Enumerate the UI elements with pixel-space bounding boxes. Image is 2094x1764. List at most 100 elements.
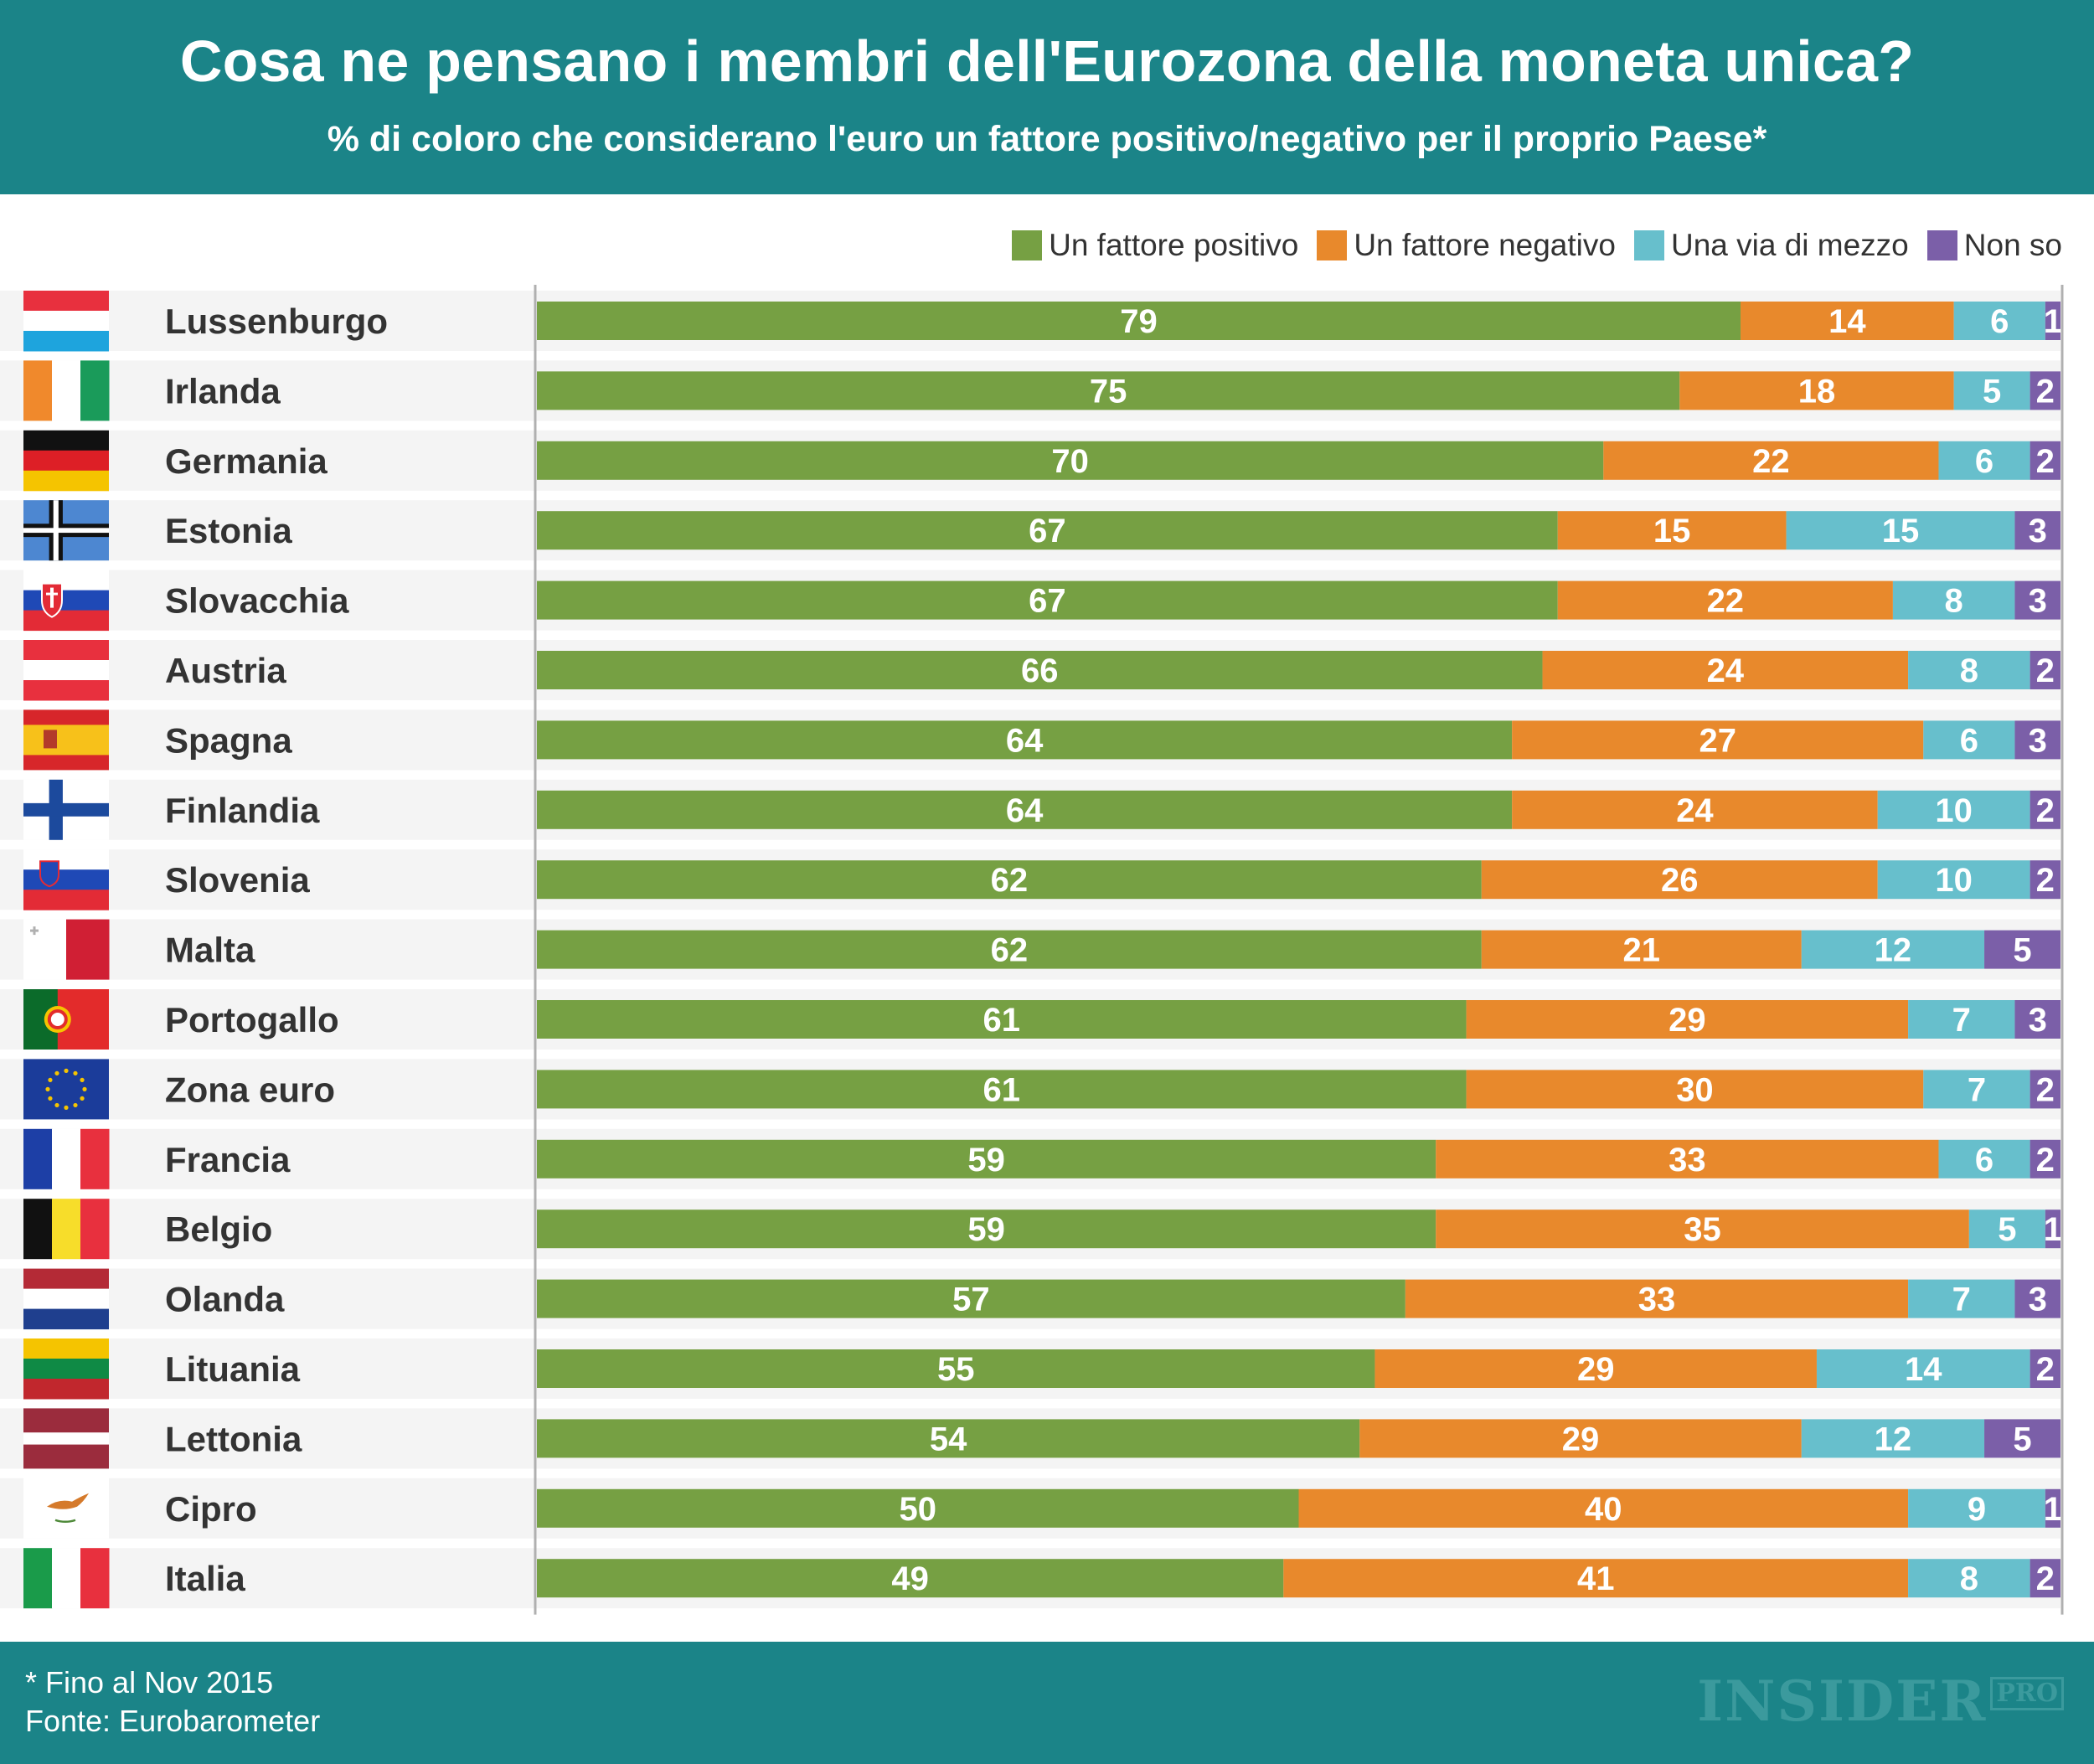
country-label: Germania: [165, 441, 328, 481]
bar-segment: [1908, 1279, 2015, 1318]
bar-segment: [1877, 790, 2030, 829]
country-label: Estonia: [165, 511, 292, 550]
chart-row: Finlandia 64 24 10 2: [0, 779, 2060, 840]
bar-segment: [1557, 511, 1787, 550]
bar-segment: [1741, 302, 1954, 340]
country-label: Lettonia: [165, 1419, 302, 1458]
country-label: Lituania: [165, 1349, 301, 1389]
bar-segment: [537, 1000, 1467, 1039]
data-label: 26: [1661, 862, 1699, 899]
bar-segment: [1877, 860, 2030, 900]
header-banner: Cosa ne pensano i membri dell'Eurozona d…: [0, 0, 2094, 194]
bar-segment: [1679, 371, 1954, 410]
country-label: Francia: [165, 1140, 291, 1179]
data-label: 7: [1968, 1071, 1986, 1108]
data-label: 40: [1585, 1491, 1622, 1528]
bar-segment: [537, 1559, 1284, 1598]
country-label: Slovenia: [165, 860, 310, 900]
data-label: 2: [2036, 373, 2055, 410]
bar-segment: [1908, 1488, 2045, 1528]
data-label: 7: [1952, 1002, 1971, 1039]
ireland-flag: [23, 360, 110, 421]
data-label: 15: [1653, 513, 1691, 549]
data-label: 8: [1945, 583, 1963, 620]
legend-label: Una via di mezzo: [1670, 228, 1909, 262]
data-label: 3: [2029, 513, 2047, 549]
bar-segment: [1816, 1349, 2030, 1388]
data-label: 79: [1120, 303, 1158, 340]
data-label: 70: [1051, 443, 1089, 480]
data-label: 1: [2044, 1211, 2062, 1248]
bar-segment: [537, 651, 1543, 689]
bar-segment: [1923, 1070, 2030, 1109]
data-label: 10: [1935, 862, 1973, 899]
bar-segment: [1953, 371, 2030, 410]
data-label: 33: [1668, 1142, 1706, 1179]
chart-row: Slovenia 62 26 10 2: [0, 849, 2060, 910]
bar-segment: [1512, 790, 1878, 829]
bar-segment: [1892, 580, 2015, 620]
legend-label: Un fattore positivo: [1049, 228, 1299, 262]
bar-segment: [2030, 1349, 2060, 1388]
bar-segment: [1405, 1279, 1909, 1318]
data-label: 66: [1021, 652, 1059, 689]
legend-swatch: [1633, 230, 1664, 260]
data-label: 18: [1798, 373, 1836, 410]
data-label: 5: [2013, 932, 2031, 969]
chart-row: Austria 66 24 8 2: [0, 640, 2060, 701]
data-label: 62: [991, 862, 1029, 899]
country-label: Portogallo: [165, 1000, 339, 1039]
bar-segment: [537, 1139, 1436, 1179]
bar-segment: [1923, 720, 2015, 760]
country-label: Italia: [165, 1559, 245, 1598]
data-label: 22: [1752, 443, 1790, 480]
data-label: 29: [1562, 1421, 1600, 1457]
bar-segment: [2030, 860, 2060, 900]
lithuania-flag: [23, 1338, 109, 1400]
data-label: 61: [983, 1002, 1021, 1039]
data-label: 33: [1638, 1282, 1676, 1318]
data-label: 59: [967, 1211, 1005, 1248]
chart-row: Lussenburgo 79 14 6 1: [0, 291, 2062, 352]
bar-segment: [537, 1349, 1375, 1388]
bar-segment: [537, 860, 1482, 900]
germany-flag: [23, 430, 109, 492]
bar-segment: [1436, 1139, 1939, 1179]
bar-segment: [1466, 1070, 1924, 1109]
country-label: Finlandia: [165, 791, 320, 830]
bar-segment: [1953, 302, 2045, 340]
data-label: 49: [891, 1560, 929, 1597]
data-label: 8: [1960, 652, 1978, 689]
bar-segment: [2030, 790, 2060, 829]
estonia-flag: [23, 500, 109, 561]
data-label: 14: [1828, 303, 1866, 340]
legend-swatch: [1926, 230, 1957, 260]
data-label: 5: [1983, 373, 2001, 410]
country-label: Irlanda: [165, 371, 281, 410]
data-label: 24: [1707, 652, 1745, 689]
bar-segment: [1908, 1000, 2015, 1039]
legend-item: Non so: [1926, 228, 2062, 263]
chart-row: Malta 62 21 12 5: [0, 919, 2060, 980]
footnote: * Fino al Nov 2015: [25, 1665, 274, 1700]
data-label: 6: [1975, 443, 1993, 480]
data-label: 2: [2036, 862, 2055, 899]
belgium-flag: [23, 1199, 110, 1260]
bar-segment: [2030, 371, 2060, 410]
data-label: 3: [2029, 583, 2047, 620]
bar-segment: [1375, 1349, 1817, 1388]
data-label: 2: [2036, 792, 2055, 829]
bar-segment: [1557, 580, 1893, 620]
legend: Un fattore positivo Un fattore negativo Un…: [993, 224, 2062, 266]
chart-row: Italia 49 41 8 2: [0, 1548, 2060, 1609]
source-note: Fonte: Eurobarometer: [25, 1704, 321, 1738]
chart-row: Cipro 50 40 9 1: [0, 1478, 2062, 1539]
legend-label: Non so: [1963, 228, 2062, 262]
country-label: Slovacchia: [165, 581, 349, 621]
cyprus-flag: [23, 1478, 109, 1539]
bar-segment: [1908, 651, 2030, 689]
bar-segment: [2045, 1210, 2060, 1249]
bar-segment: [1512, 720, 1924, 760]
bar-segment: [2030, 1559, 2060, 1598]
